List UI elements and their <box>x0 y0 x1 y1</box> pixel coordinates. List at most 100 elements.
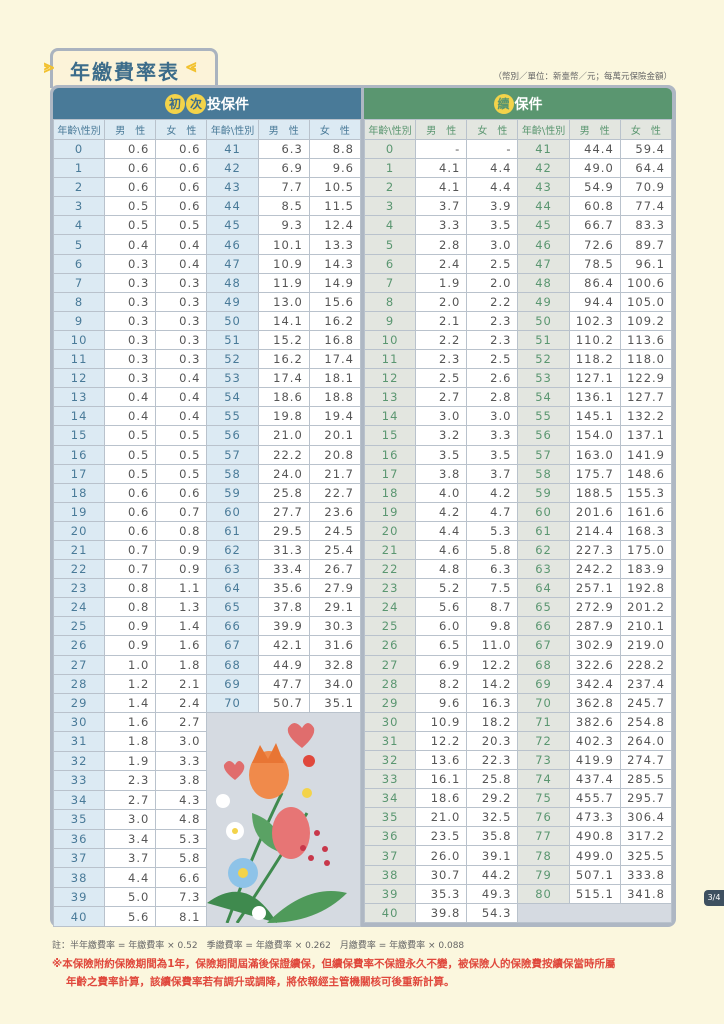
title-tab <box>50 48 218 88</box>
table-row: 37 3.7 5.8 <box>52 847 361 869</box>
female-rate-cell: 0.4 <box>155 368 208 389</box>
age-cell: 43 <box>206 177 259 198</box>
female-rate-cell: 8.1 <box>155 906 208 927</box>
male-rate-cell: 66.7 <box>568 215 621 236</box>
table-row: 11 0.3 0.3 52 16.2 17.4 <box>52 349 362 370</box>
female-rate-cell: 192.8 <box>619 578 673 599</box>
male-rate-cell: 6.9 <box>415 654 468 675</box>
age-cell: 1 <box>363 158 417 179</box>
male-rate-cell: 0.3 <box>104 329 157 351</box>
male-rate-cell: 0.5 <box>104 196 157 217</box>
age-cell: 55 <box>517 406 570 427</box>
table-row: 36 23.5 35.8 77 490.8 317.2 <box>363 826 673 847</box>
male-rate-cell: 25.8 <box>257 482 310 503</box>
table-row: 3 3.7 3.9 44 60.8 77.4 <box>363 196 673 217</box>
male-rate-cell: 4.4 <box>104 867 157 888</box>
male-rate-cell: 0.3 <box>104 272 157 293</box>
table-row: 7 1.9 2.0 48 86.4 100.6 <box>363 272 673 293</box>
female-rate-cell: 0.5 <box>155 215 208 236</box>
age-cell: 46 <box>517 234 570 255</box>
age-cell: 10 <box>363 329 417 351</box>
male-rate-cell: 1.9 <box>415 272 468 293</box>
male-rate-cell: 5.2 <box>415 578 468 599</box>
female-rate-cell: 155.3 <box>619 482 673 503</box>
table-row: 33 2.3 3.8 <box>52 770 361 791</box>
age-cell: 63 <box>517 559 570 580</box>
table-row: 22 4.8 6.3 63 242.2 183.9 <box>363 559 673 580</box>
female-rate-cell: 3.3 <box>466 425 519 446</box>
age-cell: 30 <box>363 711 417 732</box>
age-cell: 65 <box>206 597 259 618</box>
female-rate-cell: 2.7 <box>155 711 208 733</box>
age-cell: 30 <box>52 711 106 733</box>
table-row: 10 2.2 2.3 51 110.2 113.6 <box>363 329 673 351</box>
female-rate-cell: 219.0 <box>619 635 673 656</box>
age-cell: 1 <box>52 158 106 179</box>
table-row: 15 0.5 0.5 56 21.0 20.1 <box>52 425 362 446</box>
female-rate-cell: 31.6 <box>308 635 362 656</box>
age-cell: 51 <box>206 329 259 351</box>
female-rate-cell: 161.6 <box>619 501 673 522</box>
table-row: 11 2.3 2.5 52 118.2 118.0 <box>363 349 673 370</box>
age-cell: 25 <box>52 616 106 637</box>
age-cell: 22 <box>52 559 106 580</box>
table-row: 1 4.1 4.4 42 49.0 64.4 <box>363 158 673 179</box>
male-rate-cell: 15.2 <box>257 329 310 351</box>
male-rate-cell: 342.4 <box>568 673 621 694</box>
table-row: 6 2.4 2.5 47 78.5 96.1 <box>363 253 673 274</box>
age-cell: 61 <box>517 520 570 541</box>
female-rate-cell: 3.0 <box>466 234 519 255</box>
female-rate-cell: 20.1 <box>308 425 362 446</box>
female-rate-cell: 6.6 <box>155 867 208 888</box>
female-rate-cell: 168.3 <box>619 520 673 541</box>
female-rate-cell: 325.5 <box>619 845 673 866</box>
age-cell: 72 <box>517 730 570 752</box>
initial-section: 初 次 投保件 年齡\性別男 性女 性年齡\性別男 性女 性 0 0.6 0.6 41 6… <box>52 88 362 927</box>
age-cell: 56 <box>517 425 570 446</box>
sparkle-left-icon: ⪢ <box>44 56 55 77</box>
small-flower-icon <box>303 754 316 767</box>
male-rate-cell: 272.9 <box>568 597 621 618</box>
male-rate-cell: 0.4 <box>104 234 157 255</box>
female-rate-cell: 4.4 <box>466 177 519 198</box>
age-cell: 53 <box>517 368 570 389</box>
male-rate-cell: 6.5 <box>415 635 468 656</box>
male-rate-cell: 31.3 <box>257 539 310 561</box>
female-rate-cell: 15.6 <box>308 291 362 312</box>
female-rate-cell: 148.6 <box>619 463 673 484</box>
female-rate-cell: 5.3 <box>155 828 208 849</box>
table-row: 40 39.8 54.3 <box>363 902 672 923</box>
table-row: 24 5.6 8.7 65 272.9 201.2 <box>363 597 673 618</box>
age-cell: 62 <box>206 539 259 561</box>
age-cell: 67 <box>206 635 259 656</box>
column-header-age-gender: 年齡\性別 <box>363 119 417 140</box>
female-rate-cell: 3.8 <box>155 770 208 791</box>
table-row: 33 16.1 25.8 74 437.4 285.5 <box>363 769 673 790</box>
male-rate-cell: 499.0 <box>568 845 621 866</box>
female-rate-cell: 1.1 <box>155 578 208 599</box>
table-row: 4 0.5 0.5 45 9.3 12.4 <box>52 215 362 236</box>
age-cell: 37 <box>363 845 417 866</box>
pink-tulip-icon <box>272 806 311 859</box>
age-cell: 45 <box>517 215 570 236</box>
male-rate-cell: 0.3 <box>104 291 157 312</box>
table-row: 5 2.8 3.0 46 72.6 89.7 <box>363 234 673 255</box>
age-cell: 7 <box>52 272 106 293</box>
male-rate-cell: 3.7 <box>104 847 157 869</box>
age-cell: 14 <box>363 406 417 427</box>
column-header-age-gender: 年齡\性別 <box>52 119 106 140</box>
age-cell: 28 <box>363 673 417 694</box>
female-rate-cell: 54.3 <box>466 902 519 923</box>
age-cell: 59 <box>517 482 570 503</box>
female-rate-cell: 175.0 <box>619 539 673 561</box>
age-cell: 59 <box>206 482 259 503</box>
age-cell: 78 <box>517 845 570 866</box>
age-cell: 70 <box>206 692 259 713</box>
male-rate-cell: 19.8 <box>257 406 310 427</box>
male-rate-cell: 3.2 <box>415 425 468 446</box>
male-rate-cell: 10.1 <box>257 234 310 255</box>
male-rate-cell: 0.3 <box>104 310 157 331</box>
age-cell: 19 <box>52 501 106 522</box>
female-rate-cell: 20.8 <box>308 444 362 465</box>
table-row: 25 6.0 9.8 66 287.9 210.1 <box>363 616 673 637</box>
